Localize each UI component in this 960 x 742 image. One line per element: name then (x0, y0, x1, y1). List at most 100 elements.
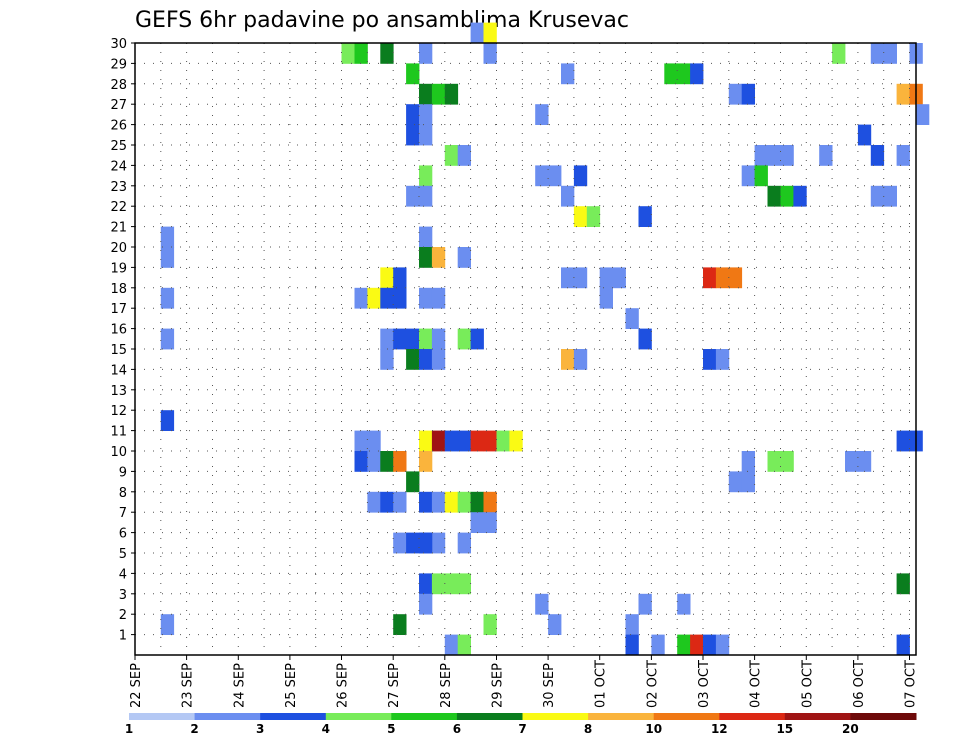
plot-frame (134, 42, 917, 656)
x-axis: 22 SEP 23 SEP 24 SEP 25 SEP 26 SEP 27 SEP 28 S… (129, 655, 919, 708)
colorbar-swatch (260, 713, 327, 720)
precip-cell (419, 451, 433, 472)
precip-cell (483, 512, 497, 533)
precip-cell (457, 634, 471, 656)
precip-cell (832, 43, 846, 64)
precip-cell (728, 83, 743, 105)
precip-cell (896, 573, 910, 595)
precip-cell (741, 165, 755, 187)
x-tick-label: 06 OCT (852, 660, 867, 708)
colorbar-swatch (719, 713, 786, 720)
precip-cell (677, 63, 691, 85)
precip-cell (767, 145, 781, 166)
precip-cell (419, 124, 433, 146)
y-tick-label: 5 (119, 547, 127, 562)
precip-cell (406, 471, 420, 493)
precip-cell (354, 451, 368, 472)
y-tick-label: 16 (110, 323, 127, 338)
precip-cell (444, 430, 459, 452)
precip-cell (367, 430, 381, 452)
precip-cell (780, 145, 794, 166)
precip-cell (625, 634, 639, 656)
y-tick-label: 14 (110, 363, 127, 378)
y-tick-label: 23 (110, 180, 127, 195)
precip-cell (431, 287, 446, 309)
precip-cell (406, 349, 420, 370)
x-tick-label: 30 SEP (542, 663, 557, 708)
colorbar-label: 10 (645, 722, 662, 736)
precip-cell (419, 226, 433, 248)
precip-cell (651, 634, 665, 656)
colorbar-swatch (325, 713, 392, 720)
precip-cell (483, 430, 497, 452)
precip-cell (380, 43, 394, 64)
precip-cell (419, 165, 433, 187)
x-tick-label: 26 SEP (336, 663, 351, 708)
colorbar-label: 3 (256, 722, 264, 736)
precip-cell (393, 287, 407, 309)
colorbar-label: 12 (711, 722, 728, 736)
colorbar-label: 20 (842, 722, 859, 736)
precip-cell (380, 491, 394, 513)
colorbar-label: 1 (125, 722, 133, 736)
precip-cell (431, 532, 446, 554)
precip-cell (431, 247, 446, 268)
precip-cell (483, 491, 497, 513)
precip-cell (883, 43, 897, 64)
colorbar-swatch (129, 713, 196, 720)
y-tick-label: 4 (119, 567, 127, 582)
precip-cell (896, 83, 910, 105)
precip-cell (444, 491, 459, 513)
y-tick-label: 9 (119, 465, 127, 480)
colorbar-swatch (653, 713, 720, 720)
precip-cell (406, 63, 420, 85)
precip-cell (406, 532, 420, 554)
precip-cell (561, 349, 575, 370)
precip-cell (367, 451, 381, 472)
precip-cell (586, 206, 601, 227)
x-tick-label: 24 SEP (232, 663, 247, 708)
precip-cell (638, 206, 652, 227)
y-tick-label: 3 (119, 588, 127, 603)
precip-cell (703, 634, 717, 656)
colorbar-label: 4 (322, 722, 330, 736)
precip-cell (780, 451, 794, 472)
precip-cell (367, 491, 381, 513)
precip-cell (431, 430, 446, 452)
precip-cell (857, 124, 872, 146)
y-tick-label: 11 (110, 425, 127, 440)
precip-cell (561, 185, 575, 207)
y-tick-label: 8 (119, 486, 127, 501)
precip-cell (573, 206, 588, 227)
y-tick-label: 25 (110, 139, 127, 154)
x-tick-label: 02 OCT (645, 660, 660, 708)
y-tick-label: 28 (110, 78, 127, 93)
colorbar-swatch (456, 713, 523, 720)
precip-cell (857, 451, 872, 472)
precip-cell (431, 349, 446, 370)
precip-cell (431, 328, 446, 350)
precip-cell (419, 349, 433, 370)
precip-cell (406, 328, 420, 350)
precip-cell (160, 328, 175, 350)
precip-cell (561, 267, 575, 289)
precip-cell (393, 328, 407, 350)
precip-cell (470, 491, 484, 513)
x-tick-label: 04 OCT (749, 660, 764, 708)
precip-cell (419, 328, 433, 350)
x-tick-label: 07 OCT (904, 660, 919, 708)
y-tick-label: 6 (119, 527, 127, 542)
x-tick-label: 05 OCT (800, 660, 815, 708)
precip-cell (573, 349, 588, 370)
precip-cell (160, 287, 175, 309)
precip-cell (561, 63, 575, 85)
precip-cell (419, 43, 433, 64)
x-tick-label: 01 OCT (594, 660, 609, 708)
colorbar-swatch (588, 713, 655, 720)
precip-cell (380, 349, 394, 370)
precip-cell (845, 451, 859, 472)
precip-cell (715, 634, 730, 656)
precip-cell (419, 185, 433, 207)
precip-cell (160, 226, 175, 248)
precip-cell (419, 491, 433, 513)
